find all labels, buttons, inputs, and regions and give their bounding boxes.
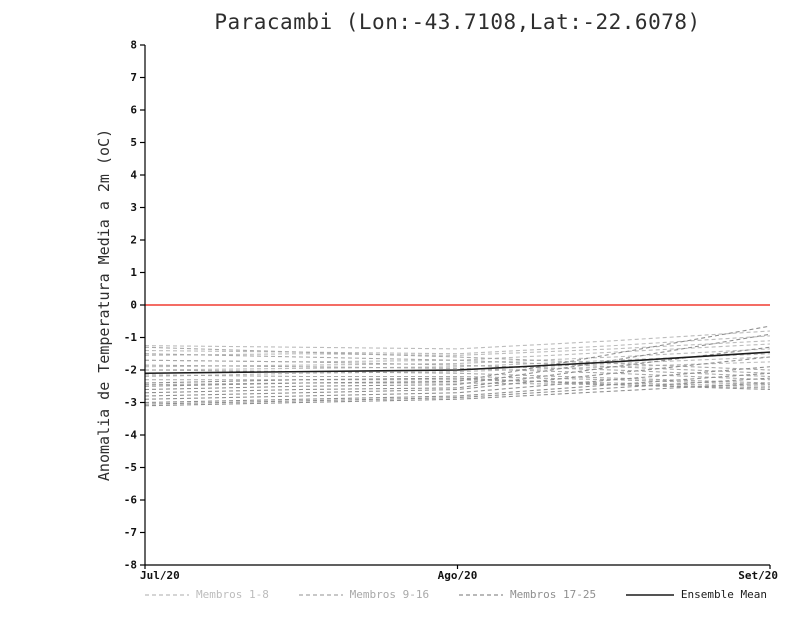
legend-label-membros-17-25: Membros 17-25 [509,588,597,601]
y-tick-label: -8 [124,559,137,572]
ensemble-member-line [144,372,771,404]
y-tick-label: -5 [124,461,137,474]
ensemble-member-line [144,343,771,363]
x-tick-label: Ago/20 [438,569,478,582]
ensemble-member-line [144,356,771,397]
y-tick-label: -2 [124,364,137,377]
x-tick-label: Set/20 [738,569,778,582]
y-tick-label: 6 [130,104,137,117]
legend-label-membros-1-8: Membros 1-8 [196,588,269,601]
dashed-line-sample-icon [458,593,503,596]
solid-line-sample-icon [625,593,674,596]
legend-label-membros-9-16: Membros 9-16 [349,588,430,601]
dashed-line-sample-icon [298,593,343,596]
ensemble-member-line [144,377,771,405]
ensemble-member-line [144,382,771,407]
legend-item-membros-1-8: Membros 1-8 [145,588,269,601]
y-tick-label: 4 [130,169,137,182]
ensemble-member-line [144,369,771,384]
y-tick-label: -1 [124,331,138,344]
y-tick-label: -7 [124,526,137,539]
ensemble-member-line [144,346,771,371]
dashed-line-sample-icon [145,593,189,596]
y-tick-label: -6 [124,494,138,507]
y-tick-label: 0 [130,299,137,312]
y-tick-label: 3 [130,201,137,214]
ensemble-member-line [144,335,771,355]
y-tick-label: 1 [130,266,137,279]
legend-label-ensemble-mean: Ensemble Mean [680,588,767,601]
y-tick-label: -4 [124,429,138,442]
ensemble-member-line [144,330,771,350]
chart-title: Paracambi (Lon:-43.7108,Lat:-22.6078) [214,10,701,34]
ensemble-member-line [144,340,771,356]
ensemble-member-line [144,359,771,378]
ensemble-member-line [144,348,771,368]
y-tick-label: 7 [130,71,137,84]
legend-item-membros-17-25: Membros 17-25 [458,588,597,601]
ensemble-member-line [144,366,771,400]
legend-item-membros-9-16: Membros 9-16 [298,588,430,601]
x-tick-label: Jul/20 [140,569,180,582]
ensemble-mean-line [144,351,771,375]
y-tick-label: 8 [130,39,137,52]
y-tick-label: -3 [124,396,137,409]
legend-item-ensemble-mean: Ensemble Mean [625,588,767,601]
ensemble-member-line [144,356,771,374]
y-tick-label: 5 [130,136,137,149]
legend: Membros 1-8 Membros 9-16 Membros 17-25 E… [145,588,767,601]
y-tick-label: 2 [130,234,137,247]
ensemble-member-line [144,353,771,374]
ensemble-member-line [144,377,771,391]
